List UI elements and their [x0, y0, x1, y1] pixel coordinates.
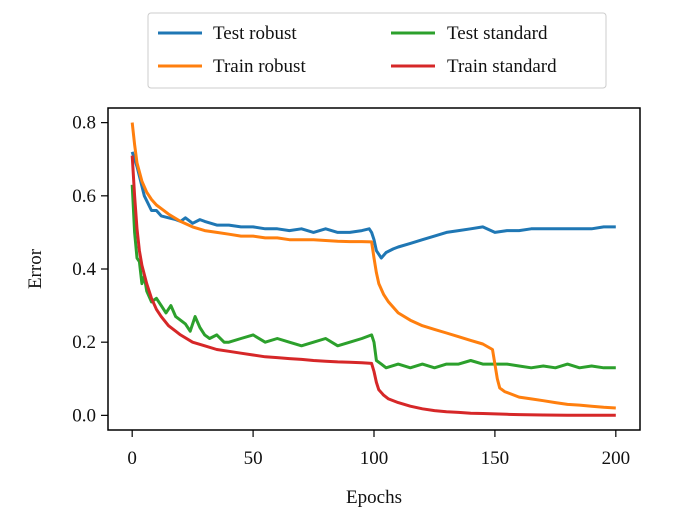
y-tick-label: 0.6 — [72, 186, 96, 207]
x-axis-ticks: 0 50 100 150 200 — [127, 430, 630, 469]
legend-frame — [147, 12, 607, 89]
y-tick-label: 0.8 — [72, 113, 96, 134]
x-tick-label: 200 — [602, 448, 631, 469]
x-axis-label: Epochs — [346, 487, 402, 508]
x-tick-label: 100 — [360, 448, 389, 469]
x-tick-label: 0 — [127, 448, 137, 469]
legend-label-test-robust: Test robust — [213, 23, 297, 44]
series-line-test-robust — [130, 151, 616, 260]
x-tick-label: 50 — [244, 448, 263, 469]
legend-entry-train-robust: Train robust — [158, 56, 306, 77]
y-tick-label: 0.0 — [72, 405, 96, 426]
legend-label-train-robust: Train robust — [213, 56, 306, 77]
plot-area-frame — [107, 107, 641, 431]
series-line-train-robust — [130, 122, 616, 410]
x-tick-label: 150 — [481, 448, 510, 469]
plot-series — [130, 122, 616, 417]
legend-label-test-standard: Test standard — [447, 23, 548, 44]
legend-entry-test-standard: Test standard — [391, 23, 548, 44]
legend-label-train-standard: Train standard — [447, 56, 557, 77]
legend-entry-train-standard: Train standard — [391, 56, 557, 77]
y-axis-label: Error — [25, 248, 46, 289]
legend: Test robust Train robust Test standard T… — [147, 12, 607, 89]
series-line-test-standard — [130, 184, 616, 370]
series-line-train-standard — [130, 155, 616, 417]
y-tick-label: 0.2 — [72, 332, 96, 353]
y-axis-ticks: 0.0 0.2 0.4 0.6 0.8 — [72, 113, 108, 426]
y-tick-label: 0.4 — [72, 259, 96, 280]
legend-entry-test-robust: Test robust — [158, 23, 297, 44]
